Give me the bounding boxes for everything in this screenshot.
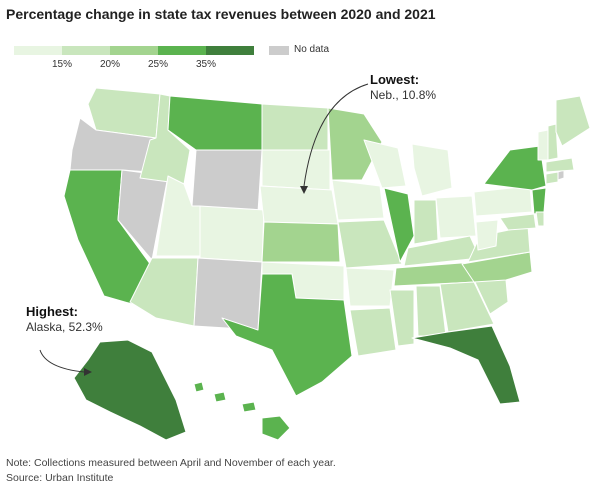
legend-tick-25: 25% xyxy=(147,59,169,70)
state-west-virginia xyxy=(475,219,499,251)
state-hawaii-oahu xyxy=(213,391,227,403)
state-new-jersey xyxy=(531,187,547,215)
legend-swatch-1 xyxy=(14,46,62,55)
nodata-label: No data xyxy=(294,44,330,55)
state-new-mexico xyxy=(193,257,263,331)
color-legend: 15% 20% 25% 35% No data xyxy=(14,44,329,72)
state-new-york xyxy=(483,145,547,191)
state-louisiana xyxy=(349,307,397,357)
map-title: Percentage change in state tax revenues … xyxy=(6,6,436,22)
state-hawaii-big-island xyxy=(261,415,291,441)
state-montana xyxy=(167,95,263,151)
state-indiana xyxy=(413,199,439,245)
state-connecticut xyxy=(545,171,559,185)
state-nebraska xyxy=(259,185,339,225)
lowest-value: Neb., 10.8% xyxy=(370,88,437,102)
state-arkansas xyxy=(345,267,395,307)
state-oregon xyxy=(69,117,157,173)
state-maryland xyxy=(499,213,537,231)
state-vermont xyxy=(537,129,549,161)
state-ohio xyxy=(435,195,477,239)
state-iowa xyxy=(331,179,385,221)
source-line: Source: Urban Institute xyxy=(6,472,114,484)
state-hawaii-maui xyxy=(241,401,257,413)
state-wyoming xyxy=(191,149,263,213)
state-florida xyxy=(411,325,521,405)
lowest-arrowhead xyxy=(300,186,308,194)
footnote: Note: Collections measured between April… xyxy=(6,457,336,469)
legend-swatch-3 xyxy=(110,46,158,55)
lowest-label: Lowest: xyxy=(370,72,420,87)
state-massachusetts xyxy=(545,157,575,173)
legend-tick-15: 15% xyxy=(51,59,73,70)
legend-tick-35: 35% xyxy=(195,59,217,70)
state-delaware xyxy=(535,211,545,227)
state-maine xyxy=(555,95,591,147)
state-arizona xyxy=(129,257,199,327)
state-hawaii-kauai xyxy=(193,381,205,393)
highest-value: Alaska, 52.3% xyxy=(26,320,103,334)
state-north-dakota xyxy=(261,103,329,151)
state-mississippi xyxy=(389,289,415,347)
nodata-swatch xyxy=(269,46,289,55)
state-alaska xyxy=(73,339,187,441)
state-wisconsin xyxy=(363,139,407,189)
highest-arrow xyxy=(39,349,85,373)
legend-swatch-2 xyxy=(62,46,110,55)
state-michigan xyxy=(411,143,453,197)
highest-label: Highest: xyxy=(26,304,78,319)
state-missouri xyxy=(337,219,403,269)
state-south-dakota xyxy=(261,149,331,191)
legend-swatch-4 xyxy=(158,46,206,55)
state-new-hampshire xyxy=(547,123,559,161)
state-georgia xyxy=(439,281,495,333)
lowest-arrow xyxy=(303,83,369,187)
legend-tick-20: 20% xyxy=(99,59,121,70)
highest-arrowhead xyxy=(84,368,92,376)
state-colorado xyxy=(199,205,265,263)
legend-swatch-5 xyxy=(206,46,254,55)
state-texas xyxy=(221,273,353,397)
state-pennsylvania xyxy=(473,185,533,217)
state-kansas xyxy=(261,221,341,263)
